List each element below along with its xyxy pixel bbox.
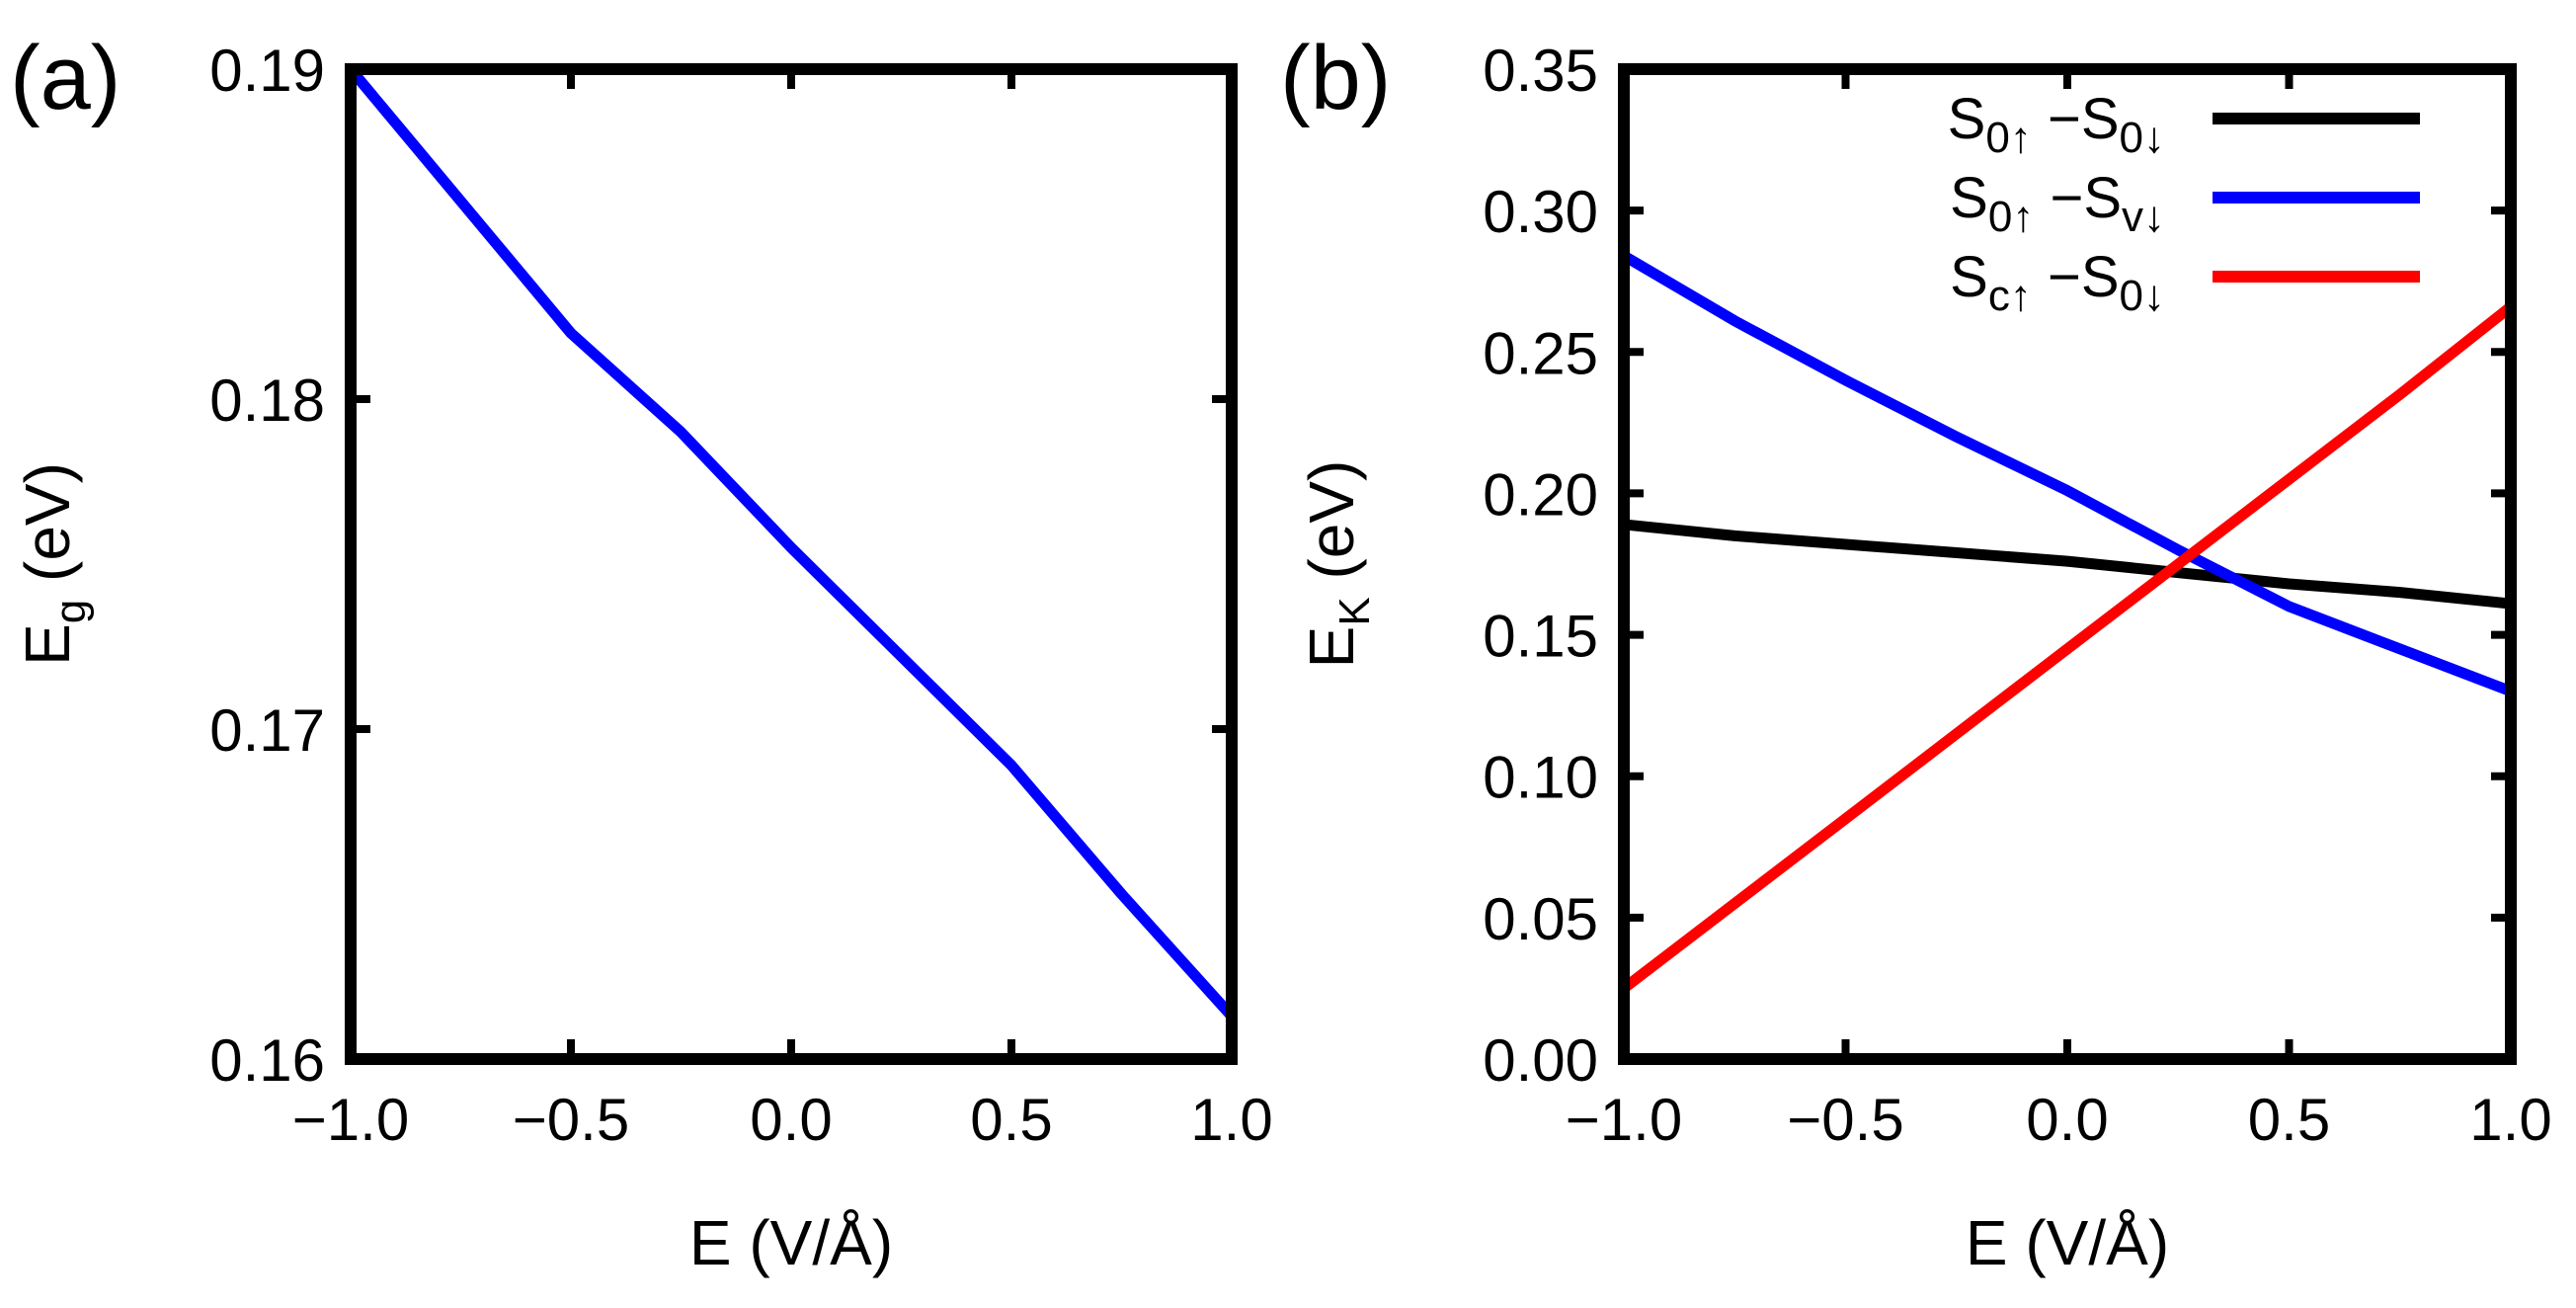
- panel-b-tick-layer: −1.0 −0.5 0.0 0.5 1.0 0.00 0.05 0.10 0.15 0.20 0.2…: [1483, 38, 2551, 1153]
- panel-a-ytick-label: 0.16: [209, 1027, 325, 1094]
- panel-b-label: (b): [1280, 28, 1391, 128]
- panel-b-xtick-label: 0.0: [2026, 1087, 2108, 1153]
- panel-b-ylabel-sub: K: [1330, 597, 1379, 625]
- panel-a-xtick-label: 1.0: [1190, 1087, 1272, 1153]
- legend-label-0: S0↑ −S0↓: [1948, 87, 2165, 162]
- panel-a-series-layer: [351, 69, 1232, 1021]
- panel-b-ytick-label: 0.10: [1483, 745, 1598, 811]
- panel-b-xtick-label: 1.0: [2469, 1087, 2551, 1153]
- panel-b-ylabel-unit: (eV): [1296, 460, 1367, 598]
- panel-a-xtick-label: 0.5: [970, 1087, 1052, 1153]
- legend-entry-2: Sc↑ −S0↓: [1950, 245, 2420, 320]
- panel-a-tick-layer: −1.0 −0.5 0.0 0.5 1.0 0.16 0.17 0.18 0.19: [209, 38, 1272, 1153]
- panel-a-ytick-label: 0.19: [209, 38, 325, 104]
- panel-b-ytick-label: 0.20: [1483, 461, 1598, 528]
- panel-a-ylabel-unit: (eV): [12, 462, 83, 600]
- panel-b-xtick-label: −1.0: [1566, 1087, 1682, 1153]
- legend-label-1: S0↑ −Sv↓: [1950, 166, 2165, 241]
- panel-b-xtick-label: −0.5: [1787, 1087, 1903, 1153]
- legend-entry-0: S0↑ −S0↓: [1948, 87, 2420, 162]
- panel-a: (a) −1.0 −0.5 0.0 0.5 1.0 0.16 0.17 0.18 0.19 E …: [10, 28, 1273, 1278]
- panel-a-xtick-label: −0.5: [513, 1087, 629, 1153]
- panel-b-xlabel: E (V/Å): [1966, 1207, 2169, 1278]
- legend-label-2: Sc↑ −S0↓: [1950, 245, 2165, 320]
- panel-b-legend: S0↑ −S0↓S0↑ −Sv↓Sc↑ −S0↓: [1948, 87, 2420, 320]
- panel-a-ylabel-main: E: [12, 623, 83, 666]
- panel-a-ytick-label: 0.17: [209, 697, 325, 764]
- panel-b-ytick-label: 0.05: [1483, 886, 1598, 952]
- panel-b-ytick-label: 0.35: [1483, 38, 1598, 104]
- panel-a-label: (a): [10, 28, 121, 128]
- panel-b-ytick-label: 0.15: [1483, 604, 1598, 670]
- panel-a-xtick-label: 0.0: [750, 1087, 832, 1153]
- panel-a-series-line-0: [351, 69, 1232, 1021]
- panel-a-ylabel: Eg (eV): [12, 462, 95, 666]
- panel-a-xtick-label: −1.0: [292, 1087, 409, 1153]
- panel-b-series-line-0: [1624, 519, 2511, 610]
- panel-b-frame: [1618, 63, 2517, 1065]
- panel-a-xlabel: E (V/Å): [689, 1207, 893, 1278]
- panel-b-series-layer: [1624, 251, 2511, 993]
- panel-a-frame: [345, 63, 1238, 1065]
- panel-b-ytick-label: 0.30: [1483, 179, 1598, 245]
- panel-b-series-line-2: [1624, 302, 2511, 993]
- panel-b-xtick-label: 0.5: [2248, 1087, 2330, 1153]
- panel-a-ylabel-sub: g: [46, 600, 95, 623]
- panel-b-ytick-label: 0.00: [1483, 1027, 1598, 1094]
- panel-b-ytick-label: 0.25: [1483, 320, 1598, 386]
- panel-a-ytick-label: 0.18: [209, 368, 325, 434]
- legend-entry-1: S0↑ −Sv↓: [1950, 166, 2420, 241]
- panel-b-ylabel-main: E: [1296, 626, 1367, 669]
- panel-b-series-line-1: [1624, 251, 2511, 696]
- panel-b-ylabel: EK (eV): [1296, 460, 1379, 669]
- panel-b: (b) −1.0 −0.5 0.0 0.5 1.0 0.00 0.05 0.10 0.15 0.2…: [1280, 28, 2552, 1278]
